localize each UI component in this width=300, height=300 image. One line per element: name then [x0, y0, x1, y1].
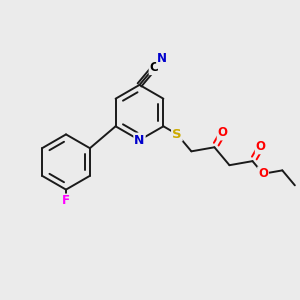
Text: N: N — [134, 134, 145, 147]
Text: S: S — [172, 128, 182, 141]
Text: N: N — [157, 52, 167, 64]
Text: O: O — [258, 167, 268, 180]
Text: O: O — [256, 140, 266, 153]
Text: F: F — [62, 194, 70, 208]
Text: O: O — [218, 127, 228, 140]
Text: C: C — [150, 61, 158, 74]
